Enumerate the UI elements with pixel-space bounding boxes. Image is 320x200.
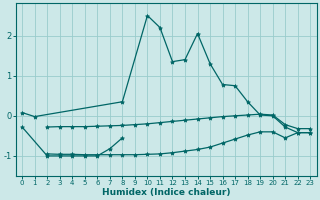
- X-axis label: Humidex (Indice chaleur): Humidex (Indice chaleur): [102, 188, 230, 197]
